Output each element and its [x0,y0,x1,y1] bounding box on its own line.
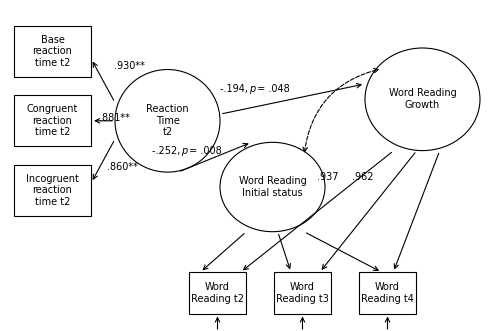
Ellipse shape [115,70,220,172]
Text: Congruent
reaction
time t2: Congruent reaction time t2 [27,104,78,137]
Text: p: p [181,146,187,156]
Text: Reaction
Time
t2: Reaction Time t2 [146,104,189,137]
FancyBboxPatch shape [14,26,91,77]
Ellipse shape [365,48,480,151]
Text: -.252,: -.252, [152,146,184,156]
Text: .962: .962 [352,172,373,182]
FancyBboxPatch shape [14,165,91,216]
Text: -.194,: -.194, [220,84,251,94]
Text: Word
Reading t2: Word Reading t2 [191,282,244,304]
Text: .930**: .930** [114,61,145,71]
Text: Word
Reading t4: Word Reading t4 [361,282,414,304]
Text: Word
Reading t3: Word Reading t3 [276,282,329,304]
Text: p: p [250,84,256,94]
Text: = .008: = .008 [186,146,221,156]
Text: = .048: = .048 [254,84,290,94]
Text: .860**: .860** [106,162,138,172]
FancyBboxPatch shape [274,272,331,314]
Text: .881**: .881** [99,113,130,122]
Text: .937: .937 [317,172,338,182]
FancyBboxPatch shape [189,272,246,314]
Text: Word Reading
Initial status: Word Reading Initial status [238,176,306,198]
FancyBboxPatch shape [359,272,416,314]
Text: Word Reading
Growth: Word Reading Growth [388,88,456,110]
Text: Incogruent
reaction
time t2: Incogruent reaction time t2 [26,174,79,207]
Ellipse shape [220,142,325,232]
FancyBboxPatch shape [14,95,91,146]
Text: Base
reaction
time t2: Base reaction time t2 [32,35,72,68]
